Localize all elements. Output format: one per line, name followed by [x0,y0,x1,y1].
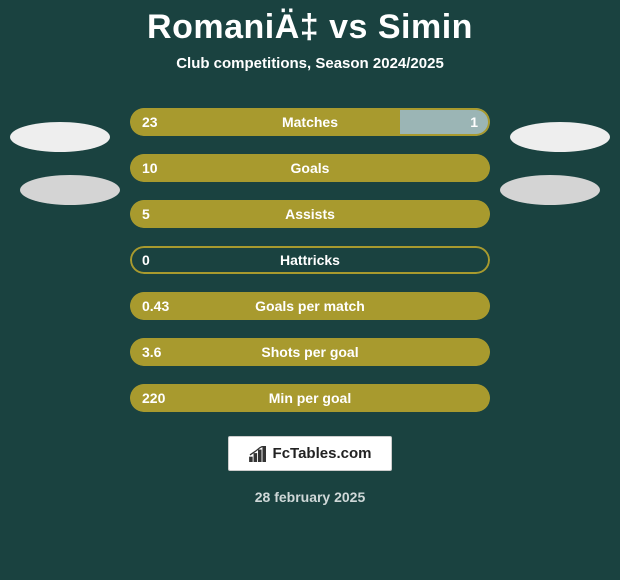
stat-bars: 231Matches 10Goals 5Assists 0Hattricks 0.43G… [130,108,490,412]
stat-bar-row: 10Goals [130,154,490,182]
stat-bar-row: 3.6Shots per goal [130,338,490,366]
stat-bar-row: 0Hattricks [130,246,490,274]
stat-bar-row: 5Assists [130,200,490,228]
decorative-ellipse [10,122,110,152]
stat-bar-row: 0.43Goals per match [130,292,490,320]
stat-label: Goals [130,160,490,176]
stat-label: Shots per goal [130,344,490,360]
stat-label: Assists [130,206,490,222]
subtitle: Club competitions, Season 2024/2025 [176,55,444,72]
chart-icon [249,446,267,462]
stat-label: Matches [130,114,490,130]
footer-logo: FcTables.com [228,436,393,471]
stat-bar-row: 220Min per goal [130,384,490,412]
decorative-ellipse [500,175,600,205]
stat-label: Min per goal [130,390,490,406]
footer-logo-text: FcTables.com [273,445,372,462]
decorative-ellipse [20,175,120,205]
decorative-ellipse [510,122,610,152]
stat-bar-row: 231Matches [130,108,490,136]
footer-date: 28 february 2025 [255,489,366,505]
stat-label: Hattricks [130,252,490,268]
page-title: RomaniÄ‡ vs Simin [147,8,473,47]
comparison-card: RomaniÄ‡ vs Simin Club competitions, Sea… [0,0,620,580]
stat-label: Goals per match [130,298,490,314]
